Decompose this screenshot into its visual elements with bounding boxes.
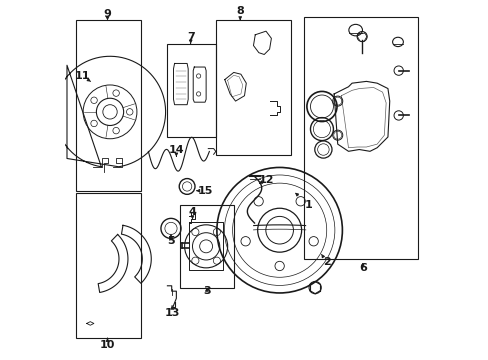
Text: 4: 4 [188,207,196,217]
Text: 5: 5 [167,236,174,246]
Bar [76,21,140,191]
Text: 11: 11 [75,71,90,81]
Bar [303,17,418,259]
Bar [167,44,215,137]
Bar [215,21,290,155]
Text: 2: 2 [323,257,330,267]
Text: 10: 10 [100,340,115,350]
Text: 3: 3 [203,286,210,296]
Text: 12: 12 [259,175,274,185]
Text: 14: 14 [168,144,184,154]
Bar [180,205,233,288]
Text: 9: 9 [103,9,111,19]
Text: 1: 1 [305,200,312,210]
Bar [76,193,140,338]
Text: 15: 15 [197,186,212,196]
Text: 6: 6 [358,263,366,273]
Text: 7: 7 [186,32,194,41]
Text: 8: 8 [236,6,244,17]
Text: 13: 13 [164,308,180,318]
